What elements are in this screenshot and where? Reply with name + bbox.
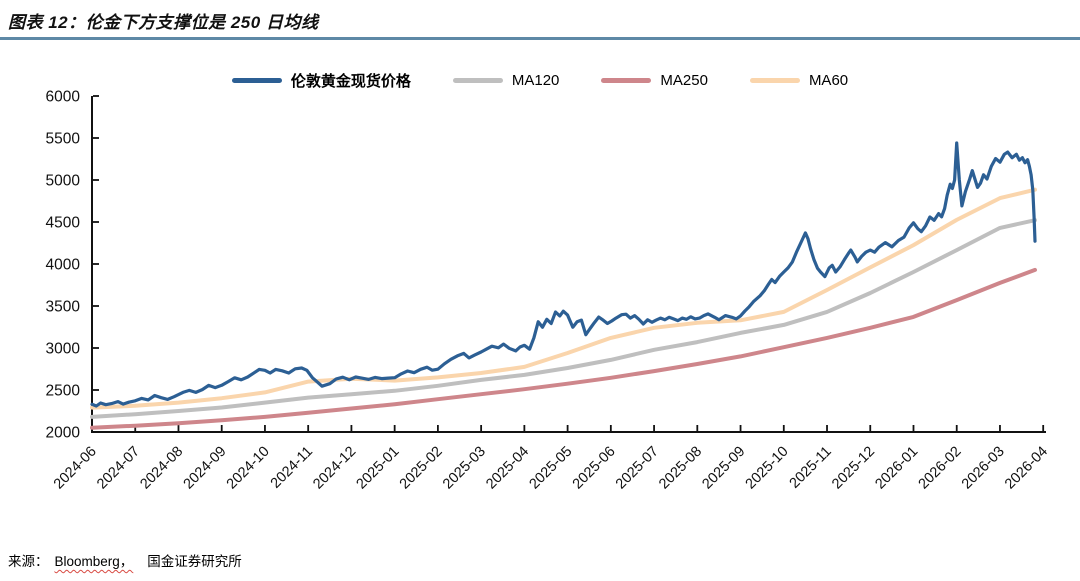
svg-text:3000: 3000 xyxy=(46,341,81,358)
chart-legend: 伦敦黄金现货价格 MA120 MA250 MA60 xyxy=(0,70,1080,91)
svg-text:5500: 5500 xyxy=(46,131,81,148)
svg-text:5000: 5000 xyxy=(46,173,81,190)
svg-text:6000: 6000 xyxy=(46,89,81,106)
svg-text:3500: 3500 xyxy=(46,299,81,316)
svg-text:2024-06: 2024-06 xyxy=(51,444,100,493)
legend-item-ma60: MA60 xyxy=(749,72,849,89)
source-bloomberg: Bloomberg， xyxy=(54,554,134,569)
chart-title: 图表 12：伦金下方支撑位是 250 日均线 xyxy=(8,8,318,33)
svg-text:2025-06: 2025-06 xyxy=(570,444,619,493)
svg-text:2025-09: 2025-09 xyxy=(699,444,748,493)
legend-swatch-ma250 xyxy=(601,78,652,83)
svg-text:2024-10: 2024-10 xyxy=(224,444,273,493)
legend-label-ma250: MA250 xyxy=(660,72,708,89)
svg-text:2025-11: 2025-11 xyxy=(787,444,835,492)
legend-label-spot-price: 伦敦黄金现货价格 xyxy=(290,73,411,90)
source-label: 来源： xyxy=(8,554,49,569)
svg-text:2026-02: 2026-02 xyxy=(916,444,965,493)
svg-text:2025-04: 2025-04 xyxy=(483,444,532,493)
title-divider xyxy=(0,37,1080,40)
svg-text:2025-12: 2025-12 xyxy=(829,444,878,493)
legend-label-ma120: MA120 xyxy=(511,72,560,89)
legend-swatch-ma60 xyxy=(749,78,800,83)
svg-text:2500: 2500 xyxy=(46,383,81,400)
svg-text:2024-11: 2024-11 xyxy=(268,444,316,492)
svg-text:2024-12: 2024-12 xyxy=(310,444,359,493)
svg-text:2025-01: 2025-01 xyxy=(354,444,403,493)
svg-text:4500: 4500 xyxy=(46,215,81,232)
legend-swatch-spot-price xyxy=(231,78,282,83)
svg-text:2025-05: 2025-05 xyxy=(526,444,575,493)
legend-item-spot-price: 伦敦黄金现货价格 xyxy=(231,70,411,91)
legend-swatch-ma120 xyxy=(452,78,503,83)
svg-text:2025-02: 2025-02 xyxy=(397,444,446,493)
svg-text:2025-07: 2025-07 xyxy=(613,444,662,493)
svg-text:2024-08: 2024-08 xyxy=(137,444,186,493)
svg-text:4000: 4000 xyxy=(46,257,81,274)
chart-title-text: 图表 12：伦金下方支撑位是 250 日均线 xyxy=(8,13,319,32)
svg-text:2025-08: 2025-08 xyxy=(656,444,705,493)
svg-text:2026-04: 2026-04 xyxy=(1002,444,1051,493)
svg-text:2026-03: 2026-03 xyxy=(959,444,1008,493)
svg-text:2025-03: 2025-03 xyxy=(440,444,489,493)
source-note: 来源： Bloomberg， 国金证券研究所 xyxy=(8,550,242,570)
svg-text:2025-10: 2025-10 xyxy=(743,444,792,493)
source-org: 国金证券研究所 xyxy=(147,554,242,569)
svg-text:2024-07: 2024-07 xyxy=(94,444,143,493)
svg-text:2024-09: 2024-09 xyxy=(181,444,230,493)
legend-item-ma250: MA250 xyxy=(601,72,708,89)
svg-text:2000: 2000 xyxy=(46,425,81,442)
legend-label-ma60: MA60 xyxy=(808,72,849,89)
legend-item-ma120: MA120 xyxy=(452,72,560,89)
svg-text:2026-01: 2026-01 xyxy=(872,444,921,493)
